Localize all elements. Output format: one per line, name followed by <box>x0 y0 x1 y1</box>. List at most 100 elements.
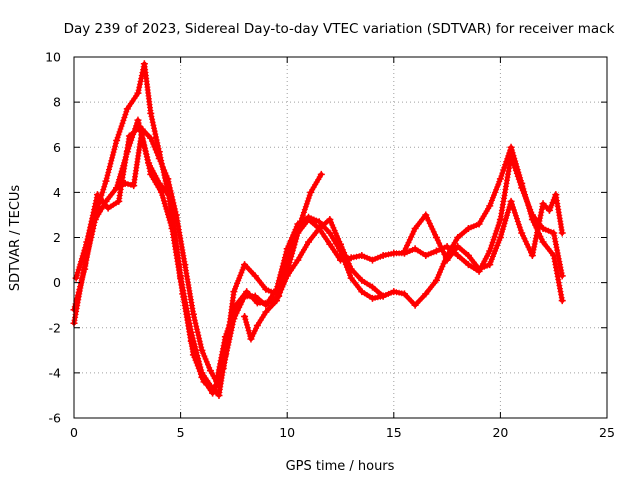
data-point <box>347 274 355 282</box>
y-tick-label: 2 <box>53 230 61 245</box>
data-point <box>273 297 281 305</box>
data-point <box>400 247 408 255</box>
data-point <box>411 224 419 232</box>
data-point <box>550 252 558 260</box>
data-point <box>134 89 142 97</box>
data-point <box>454 243 462 251</box>
data-point <box>443 256 451 264</box>
y-tick-label: -4 <box>49 365 62 380</box>
data-point <box>179 290 187 298</box>
data-point <box>215 391 223 399</box>
data-point <box>206 367 214 375</box>
data-point <box>221 333 229 341</box>
data-point <box>475 265 483 273</box>
data-point <box>496 234 504 241</box>
data-point <box>390 288 398 296</box>
data-point <box>326 215 334 223</box>
data-point <box>164 175 172 183</box>
data-point <box>528 215 536 223</box>
data-point <box>432 276 440 284</box>
data-point <box>113 184 121 192</box>
x-tick-label: 10 <box>279 425 295 440</box>
data-point <box>358 276 366 284</box>
data-point <box>262 285 270 293</box>
series-4 <box>241 215 387 343</box>
data-point <box>443 243 451 251</box>
y-tick-label: 8 <box>53 95 61 110</box>
data-point <box>411 301 419 309</box>
data-point <box>422 252 430 260</box>
data-point <box>539 224 547 232</box>
data-point <box>296 220 304 228</box>
data-point <box>347 265 355 273</box>
x-tick-label: 0 <box>70 425 78 440</box>
data-point <box>358 252 366 260</box>
data-point <box>486 202 494 210</box>
data-point <box>230 288 238 296</box>
data-point <box>200 378 208 386</box>
data-point <box>125 132 133 140</box>
data-point <box>518 229 526 237</box>
x-axis-label: GPS time / hours <box>286 459 395 474</box>
data-point <box>550 229 558 237</box>
data-point <box>307 188 315 196</box>
data-point <box>379 292 387 300</box>
data-point <box>464 224 472 232</box>
plus-marker <box>113 126 221 387</box>
data-point <box>315 224 323 232</box>
data-point <box>317 170 325 178</box>
data-point <box>123 105 131 113</box>
data-point <box>539 238 547 246</box>
series-trace <box>114 126 222 389</box>
data-point <box>241 261 249 269</box>
data-point <box>147 170 155 178</box>
data-point <box>411 245 419 253</box>
series-markers <box>113 126 221 387</box>
data-point <box>253 321 261 329</box>
y-axis-label: SDTVAR / TECUs <box>8 185 23 292</box>
data-point <box>247 335 255 343</box>
data-point <box>305 238 313 246</box>
y-tick-label: -2 <box>49 320 61 335</box>
data-point <box>283 272 291 280</box>
data-point <box>326 229 334 237</box>
data-point <box>326 240 334 248</box>
data-point <box>168 224 176 232</box>
data-point <box>475 220 483 228</box>
data-point <box>464 252 472 260</box>
data-point <box>253 299 261 307</box>
data-point <box>558 272 566 280</box>
data-point <box>315 218 323 226</box>
data-point <box>243 288 251 296</box>
y-tick-label: 6 <box>53 140 61 155</box>
data-point <box>147 134 155 142</box>
series-5 <box>400 191 566 273</box>
data-point <box>545 206 553 214</box>
data-point <box>102 177 110 185</box>
data-point <box>507 197 515 205</box>
data-point <box>157 188 165 196</box>
data-point <box>464 261 472 269</box>
data-point <box>368 256 376 264</box>
data-point <box>134 116 142 124</box>
data-point <box>83 238 91 246</box>
data-point <box>294 256 302 264</box>
data-point <box>379 252 387 260</box>
data-point <box>390 249 398 257</box>
data-point <box>432 247 440 255</box>
data-point <box>496 215 504 223</box>
data-point <box>358 288 366 296</box>
x-tick-label: 20 <box>492 425 508 440</box>
data-point <box>104 204 112 212</box>
y-tick-label: 4 <box>53 185 61 200</box>
plot-frame <box>73 56 608 419</box>
data-point <box>305 213 313 221</box>
y-tick-label: -6 <box>49 411 62 426</box>
y-tick-label: 0 <box>53 275 61 290</box>
x-tick-label: 15 <box>386 425 402 440</box>
series-6 <box>113 125 223 390</box>
data-point <box>552 191 560 199</box>
y-tick-label: 10 <box>45 50 61 65</box>
data-point <box>558 297 566 305</box>
